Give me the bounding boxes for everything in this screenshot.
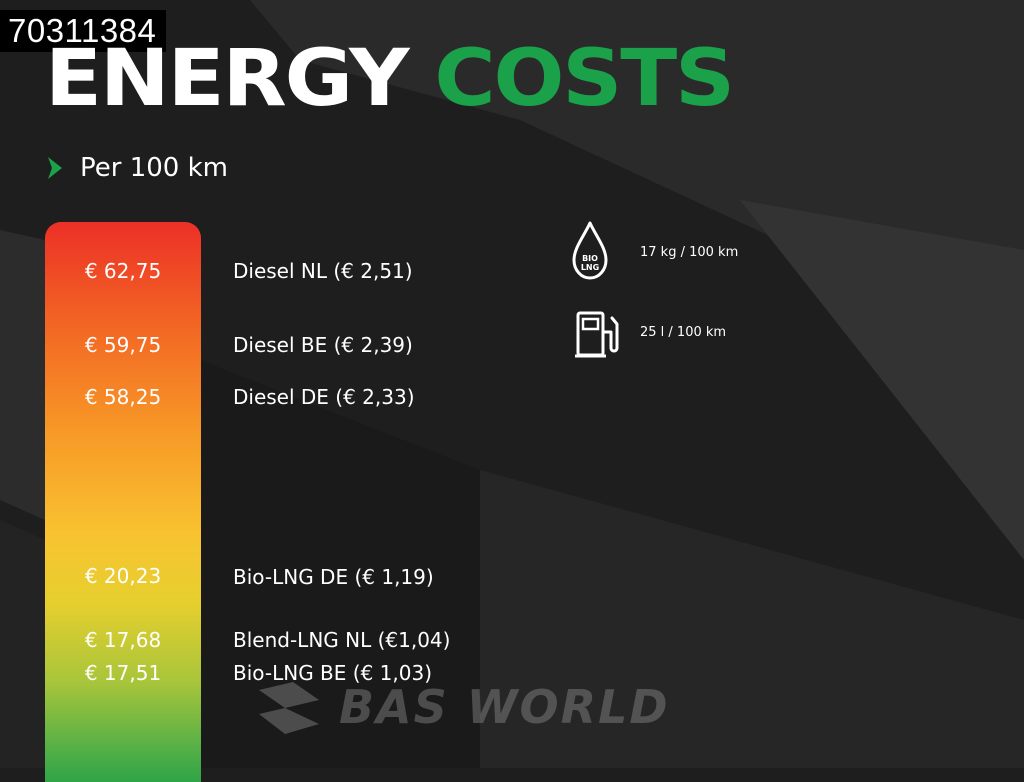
fuel-label: Blend-LNG NL (€1,04)	[233, 628, 451, 652]
bas-world-logo-icon	[259, 682, 319, 734]
watermark-text: BAS WORLD	[339, 680, 670, 734]
fuel-label: Bio-LNG DE (€ 1,19)	[233, 565, 434, 589]
fuel-label: Diesel BE (€ 2,39)	[233, 333, 413, 357]
bio-lng-drop-icon: BIO LNG	[572, 221, 608, 280]
chevron-right-icon	[48, 157, 62, 179]
legend-text-fuel: 25 l / 100 km	[640, 325, 727, 340]
listing-id-badge: 70311384	[0, 10, 167, 52]
subtitle: Per 100 km	[80, 153, 228, 183]
cost-gradient-bar	[45, 222, 201, 782]
bio-lng-icon-line1: BIO	[582, 254, 598, 263]
title-word-energy: ENERGY	[45, 34, 410, 124]
page-title: ENERGY COSTS	[45, 34, 735, 124]
title-word-costs: COSTS	[434, 34, 735, 124]
fuel-label: Diesel DE (€ 2,33)	[233, 385, 415, 409]
fuel-pump-icon	[575, 311, 619, 358]
cost-value: € 17,51	[84, 661, 162, 685]
cost-value: € 20,23	[84, 564, 162, 588]
cost-value: € 17,68	[84, 628, 162, 652]
legend-text-bio-lng: 17 kg / 100 km	[640, 245, 739, 260]
watermark: BAS WORLD	[255, 678, 775, 738]
cost-value: € 59,75	[84, 333, 162, 357]
cost-value: € 62,75	[84, 259, 162, 283]
bio-lng-icon-line2: LNG	[581, 263, 599, 272]
fuel-label: Bio-LNG BE (€ 1,03)	[233, 661, 432, 685]
cost-value: € 58,25	[84, 385, 162, 409]
fuel-label: Diesel NL (€ 2,51)	[233, 259, 413, 283]
